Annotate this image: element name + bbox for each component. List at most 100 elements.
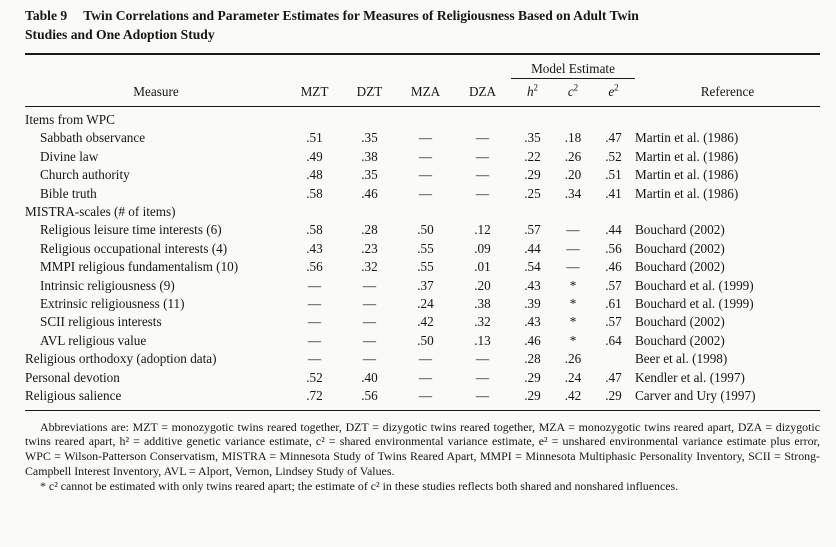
- reference-cell: Beer et al. (1998): [635, 351, 728, 367]
- value-cell: .44: [605, 222, 622, 238]
- value-cell: —: [418, 388, 433, 404]
- value-cell: .56: [361, 388, 378, 404]
- measure-cell: MISTRA-scales (# of items): [25, 204, 176, 220]
- value-cell: [342, 203, 397, 221]
- table-row: Religious salience .72 .56 — — .29 .42 .29 Carve…: [25, 387, 820, 410]
- value-cell: .35: [361, 130, 378, 146]
- h2-superscript: 2: [533, 82, 539, 93]
- table-row: AVL religious value — — .50 .13 .46 * .64 Boucha…: [25, 332, 820, 350]
- col-header-mza: MZA: [397, 78, 454, 107]
- value-cell: —: [566, 259, 580, 275]
- value-cell: .38: [361, 148, 378, 164]
- value-cell: .25: [524, 185, 541, 201]
- measure-cell: Religious orthodoxy (adoption data): [25, 351, 217, 367]
- value-cell: [454, 107, 511, 130]
- value-cell: .42: [417, 314, 434, 330]
- value-cell: .46: [524, 332, 541, 348]
- data-table: Model Estimate Measure MZT DZT MZA DZA h…: [25, 53, 820, 411]
- value-cell: .23: [361, 240, 378, 256]
- value-cell: *: [569, 277, 577, 293]
- value-cell: —: [566, 222, 580, 238]
- reference-cell: Martin et al. (1986): [635, 148, 739, 164]
- col-header-dza: DZA: [454, 78, 511, 107]
- value-cell: —: [362, 296, 377, 312]
- value-cell: .72: [306, 388, 323, 404]
- value-cell: [592, 350, 635, 368]
- value-cell: [454, 203, 511, 221]
- value-cell: —: [418, 167, 433, 183]
- measure-cell: Religious salience: [25, 388, 122, 404]
- table-row: Bible truth .58 .46 — — .25 .34 .41 Martin et al…: [25, 185, 820, 203]
- value-cell: —: [475, 130, 490, 146]
- table-row: Religious orthodoxy (adoption data) — — — —.…: [25, 350, 820, 368]
- value-cell: .51: [306, 130, 323, 146]
- reference-cell: Martin et al. (1986): [635, 130, 739, 146]
- value-cell: —: [475, 351, 490, 367]
- value-cell: .26: [564, 148, 582, 164]
- model-estimate-row: Model Estimate: [25, 54, 820, 79]
- value-cell: .51: [605, 167, 622, 183]
- value-cell: .55: [417, 240, 434, 256]
- table-row: Religious occupational interests (4) .43.…: [25, 240, 820, 258]
- measure-cell: Items from WPC: [25, 112, 115, 127]
- value-cell: .41: [605, 185, 622, 201]
- value-cell: .58: [306, 222, 323, 238]
- value-cell: —: [418, 130, 433, 146]
- col-header-c2: c2: [554, 78, 592, 107]
- value-cell: .58: [306, 185, 323, 201]
- value-cell: .37: [417, 277, 434, 293]
- value-cell: —: [307, 296, 322, 312]
- value-cell: [287, 203, 342, 221]
- value-cell: .22: [524, 148, 541, 164]
- table-row: Divine law .49 .38 — — .22 .26 .52 Martin et al.…: [25, 148, 820, 166]
- table-row: Religious leisure time interests (6) .58.…: [25, 221, 820, 239]
- e2-superscript: 2: [614, 82, 619, 93]
- value-cell: .46: [605, 259, 622, 275]
- table-title: Table 9 Twin Correlations and Parameter E…: [25, 6, 665, 44]
- table-number: Table 9: [25, 8, 68, 23]
- value-cell: .54: [524, 259, 541, 275]
- value-cell: .24: [564, 369, 582, 385]
- value-cell: .38: [474, 296, 491, 312]
- model-estimate-header: Model Estimate: [511, 54, 635, 79]
- value-cell: .61: [605, 296, 622, 312]
- col-header-reference: Reference: [635, 78, 820, 107]
- value-cell: —: [307, 314, 322, 330]
- value-cell: .20: [474, 277, 491, 293]
- value-cell: .34: [564, 185, 582, 201]
- measure-cell: Divine law: [40, 148, 99, 164]
- value-cell: —: [475, 148, 490, 164]
- document-page: Table 9 Twin Correlations and Parameter E…: [25, 6, 820, 493]
- value-cell: .42: [564, 388, 582, 404]
- reference-cell: Bouchard (2002): [635, 259, 725, 275]
- value-cell: *: [569, 296, 577, 312]
- value-cell: .57: [605, 277, 622, 293]
- value-cell: .52: [605, 148, 622, 164]
- table-body: Items from WPC Sabbath observance .51 .35 — —…: [25, 107, 820, 411]
- value-cell: .35: [524, 130, 541, 146]
- measure-cell: Personal devotion: [25, 369, 120, 385]
- reference-cell: Bouchard et al. (1999): [635, 277, 754, 293]
- c2-symbol: c: [567, 84, 574, 99]
- table-row: Church authority .48 .35 — — .29 .20 .51 Martin …: [25, 166, 820, 184]
- value-cell: .26: [564, 351, 582, 367]
- value-cell: .29: [524, 369, 541, 385]
- reference-cell: Bouchard (2002): [635, 314, 725, 330]
- table-row: SCII religious interests — — .42 .32 .43 * .57 B…: [25, 313, 820, 331]
- value-cell: *: [569, 314, 577, 330]
- value-cell: .55: [417, 259, 434, 275]
- reference-cell: [635, 203, 820, 221]
- value-cell: .32: [361, 259, 378, 275]
- measure-cell: Religious leisure time interests (6): [40, 222, 222, 238]
- value-cell: .48: [306, 167, 323, 183]
- measure-cell: SCII religious interests: [40, 314, 162, 330]
- table-row: MISTRA-scales (# of items): [25, 203, 820, 221]
- h2-symbol: h: [526, 84, 534, 99]
- measure-cell: Extrinsic religiousness (11): [40, 296, 185, 312]
- value-cell: .64: [605, 332, 622, 348]
- measure-cell: AVL religious value: [40, 332, 147, 348]
- value-cell: .43: [524, 277, 541, 293]
- table-row: Personal devotion .52 .40 — — .29 .24 .47 Kendle…: [25, 369, 820, 387]
- reference-cell: Carver and Ury (1997): [635, 388, 756, 404]
- measure-cell: Religious occupational interests (4): [40, 240, 228, 256]
